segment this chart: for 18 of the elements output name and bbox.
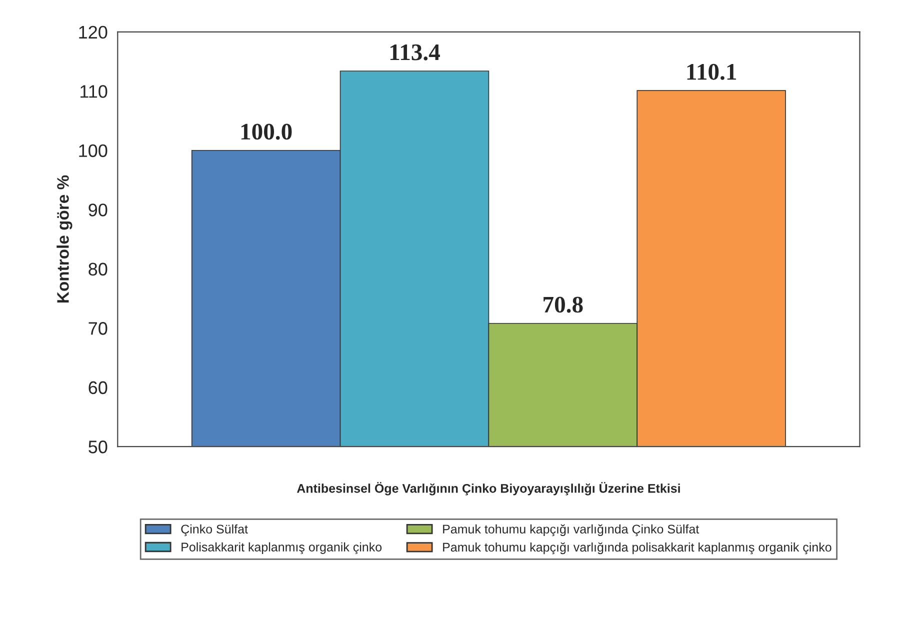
- y-tick-label: 50: [88, 440, 108, 454]
- legend-label: Pamuk tohumu kapçığı varlığında polisakkarit kaplanmış organik çinko: [443, 542, 832, 554]
- data-label: 70.8: [544, 296, 583, 313]
- y-tick-label: 60: [88, 381, 108, 394]
- y-tick-label: 100: [79, 144, 108, 158]
- data-label: 100.0: [241, 124, 292, 140]
- data-label: 110.1: [687, 64, 736, 80]
- x-axis-title: Antibesinsel Öge Varlığının Çinko Biyoyarayışlılığı Üzerine Etkisi: [296, 482, 680, 496]
- legend-label: Polisakkarit kaplanmış organik çinko: [182, 542, 382, 554]
- y-tick-label: 120: [79, 26, 108, 39]
- y-tick-label: 80: [88, 262, 108, 276]
- y-tick-label: 90: [88, 204, 108, 216]
- y-tick-label: 70: [88, 322, 108, 335]
- legend-label: Çinko Sülfat: [181, 524, 248, 536]
- y-axis-title: Kontrole göre %: [56, 175, 72, 302]
- legend-label: Pamuk tohumu kapçığı varlığında Çinko Sülfat: [443, 524, 700, 536]
- y-tick-label: 110: [80, 85, 108, 98]
- data-label: 113.4: [390, 44, 440, 60]
